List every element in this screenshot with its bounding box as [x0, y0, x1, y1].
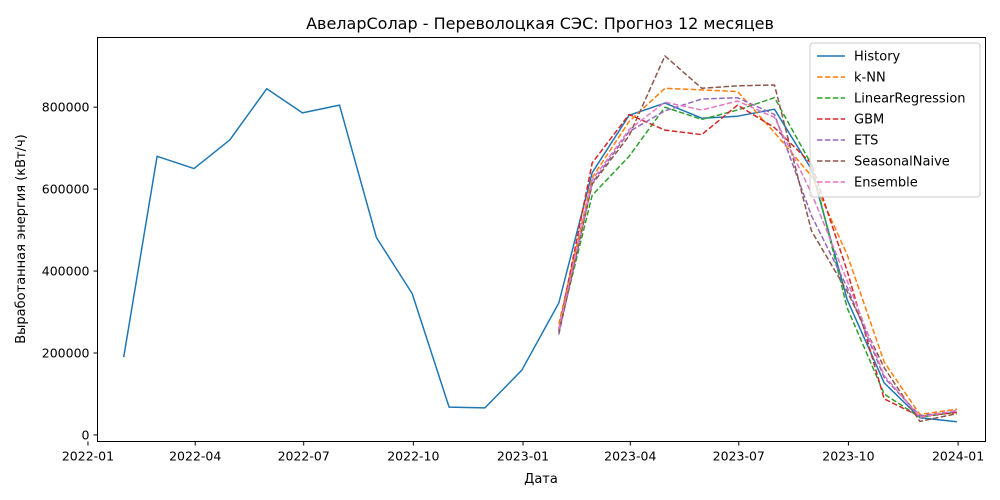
series-line-seasonalnaive	[558, 55, 958, 423]
x-tick-label: 2023-07	[713, 449, 765, 464]
legend-label-k-nn: k-NN	[854, 71, 886, 86]
y-tick-label: 600000	[42, 182, 90, 197]
legend-label-gbm: GBM	[854, 113, 884, 128]
x-axis: 2022-01 2022-04 2022-07 2022-10 2023-01 2023-…	[62, 441, 984, 464]
y-axis-label: Выработанная энергия (кВт/ч)	[14, 134, 29, 344]
series-line-ets	[558, 96, 957, 417]
plot-frame	[97, 37, 986, 442]
x-tick-label: 2024-01	[932, 449, 984, 464]
y-tick-label: 200000	[42, 345, 90, 360]
x-tick-label: 2023-04	[604, 449, 656, 464]
series-line-gbm	[558, 104, 957, 418]
y-tick-label: 800000	[42, 100, 90, 115]
x-tick-label: 2022-04	[169, 449, 221, 464]
x-axis-label: Дата	[524, 472, 558, 487]
legend-label-ets: ETS	[854, 134, 878, 149]
legend-label-linearregression: LinearRegression	[854, 92, 966, 107]
legend: History k-NN LinearRegression GBM ETS Seasona…	[809, 42, 981, 198]
x-tick-label: 2022-01	[62, 449, 114, 464]
legend-label-history: History	[854, 50, 901, 65]
x-tick-label: 2023-01	[497, 449, 549, 464]
series-line-linearregression	[558, 96, 958, 419]
series-line-k-nn	[558, 87, 958, 416]
x-tick-label: 2022-10	[387, 449, 439, 464]
legend-label-seasonalnaive: SeasonalNaive	[854, 155, 950, 170]
y-tick-label: 0	[82, 427, 90, 442]
y-axis: 0 200000 400000 600000 800000	[42, 100, 98, 442]
y-tick-label: 400000	[42, 264, 90, 279]
x-tick-label: 2022-07	[278, 449, 330, 464]
legend-frame	[809, 42, 981, 198]
legend-label-ensemble: Ensemble	[854, 176, 918, 191]
x-tick-label: 2023-10	[822, 449, 874, 464]
series-line-ensemble	[558, 100, 958, 419]
chart-title: АвеларСолар - Переволоцкая СЭС: Прогноз …	[306, 14, 774, 33]
